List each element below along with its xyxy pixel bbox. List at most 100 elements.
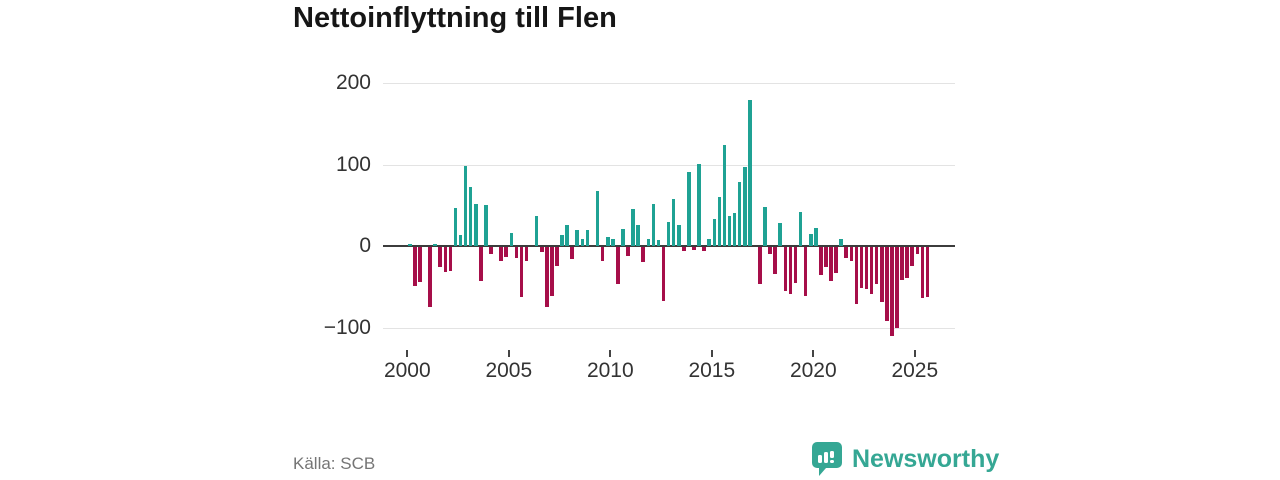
bar-q43 <box>626 247 630 256</box>
bar-q28 <box>550 247 554 296</box>
bar-q47 <box>646 238 651 246</box>
y-axis-label-200: 200 <box>335 71 371 94</box>
bar-q62 <box>722 144 727 246</box>
bar-q15 <box>484 205 488 246</box>
bar-q78 <box>803 247 808 296</box>
bar-q95 <box>890 247 894 336</box>
bar-q97 <box>900 247 904 280</box>
x-axis-tick-2020 <box>812 350 815 357</box>
newsworthy-logo: Newsworthy <box>812 442 999 477</box>
bar-q60 <box>712 219 717 246</box>
bar-q66 <box>742 166 747 246</box>
bar-q100 <box>915 247 920 255</box>
bar-q91 <box>869 247 874 295</box>
plot-area: 2000 2005 2010 2015 2020 2025 <box>383 76 955 382</box>
zero-baseline <box>383 245 955 247</box>
x-axis-tick-2005 <box>507 350 510 357</box>
bar-q22 <box>519 247 524 297</box>
bar-q65 <box>737 182 742 246</box>
bar-q19 <box>504 247 509 257</box>
bar-q90 <box>864 247 869 290</box>
bar-q7 <box>443 247 448 273</box>
bar-q69 <box>758 247 762 285</box>
bar-q33 <box>575 229 580 246</box>
bar-q84 <box>834 247 838 274</box>
bar-q74 <box>783 247 788 291</box>
bar-q59 <box>707 238 712 246</box>
x-axis-label-2010: 2010 <box>586 359 634 382</box>
bar-q99 <box>910 247 915 266</box>
bar-q70 <box>763 206 767 246</box>
bar-q44 <box>631 208 635 246</box>
bar-q94 <box>885 247 889 322</box>
bar-q25 <box>534 215 539 246</box>
bar-q81 <box>819 247 823 275</box>
bar-q11 <box>463 166 468 246</box>
bar-q5 <box>433 243 437 246</box>
bar-q50 <box>661 247 666 301</box>
bar-q35 <box>585 229 590 246</box>
bar-q27 <box>545 247 549 308</box>
bar-q6 <box>438 247 443 268</box>
bar-q42 <box>621 228 625 246</box>
y-axis-label--100: −100 <box>323 315 371 339</box>
x-axis-tick-2000 <box>406 350 409 357</box>
newsworthy-logo-icon <box>812 442 842 476</box>
bar-q0 <box>408 243 412 246</box>
bar-q101 <box>920 247 925 298</box>
bar-q87 <box>849 247 854 261</box>
bar-q71 <box>768 247 772 255</box>
bar-q93 <box>879 247 884 303</box>
bar-q86 <box>844 247 849 258</box>
bar-q14 <box>479 247 483 282</box>
bar-q85 <box>839 239 843 246</box>
bar-q46 <box>641 247 646 263</box>
x-axis-label-2015: 2015 <box>688 359 736 382</box>
bar-q80 <box>814 228 818 246</box>
bar-q1 <box>413 247 417 287</box>
bar-q21 <box>514 247 519 259</box>
bar-q72 <box>773 247 777 274</box>
bar-q51 <box>666 221 671 246</box>
bar-q16 <box>489 247 493 254</box>
bar-q58 <box>702 247 706 252</box>
bar-q45 <box>636 224 640 246</box>
y-axis-label-100: 100 <box>335 152 371 176</box>
bar-q39 <box>605 237 610 246</box>
bar-q55 <box>687 171 691 246</box>
bar-q13 <box>473 204 478 246</box>
x-axis-tick-2025 <box>913 350 916 357</box>
bar-q92 <box>874 247 879 285</box>
bar-q29 <box>555 247 559 266</box>
bar-q96 <box>895 247 899 328</box>
bar-q23 <box>524 247 529 261</box>
gridline-100 <box>383 164 955 166</box>
bar-q9 <box>453 207 458 246</box>
y-axis-label-0: 0 <box>359 234 371 257</box>
x-axis-tick-2010 <box>609 350 612 357</box>
bar-q79 <box>808 233 813 246</box>
bar-q82 <box>824 247 828 268</box>
bar-q56 <box>692 247 696 251</box>
bar-q54 <box>682 247 686 252</box>
bar-q77 <box>798 211 803 246</box>
bar-q67 <box>748 100 752 246</box>
bar-q75 <box>788 247 793 295</box>
source-label: Källa: SCB <box>293 454 376 473</box>
bar-q31 <box>565 224 569 246</box>
bar-q88 <box>854 247 859 305</box>
bar-q26 <box>539 247 544 252</box>
bar-q18 <box>499 247 503 261</box>
bar-q63 <box>727 215 732 246</box>
bar-q41 <box>616 247 620 285</box>
bar-q73 <box>778 223 783 246</box>
bar-q20 <box>509 232 514 246</box>
bar-q10 <box>458 234 463 246</box>
bar-q2 <box>418 247 422 283</box>
bar-q53 <box>676 224 681 246</box>
bar-q76 <box>793 247 798 283</box>
bar-q102 <box>925 247 930 297</box>
bar-q30 <box>560 234 564 246</box>
gridline-200 <box>383 83 955 84</box>
bar-q34 <box>580 238 585 246</box>
